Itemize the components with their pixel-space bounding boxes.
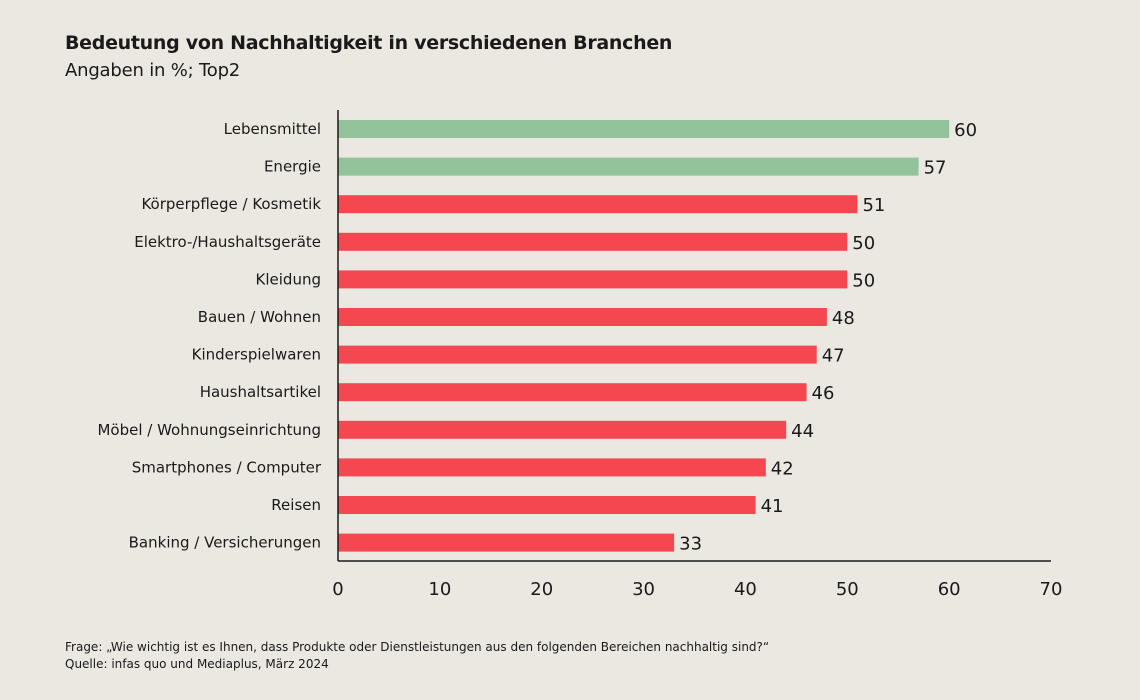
category-label: Bauen / Wohnen — [198, 308, 321, 326]
bar — [338, 383, 807, 402]
data-label: 47 — [822, 346, 845, 367]
data-label: 50 — [852, 270, 875, 291]
data-label: 51 — [862, 195, 885, 216]
x-tick-label: 20 — [530, 579, 553, 600]
bar — [338, 458, 766, 477]
x-tick-label: 0 — [332, 579, 343, 600]
category-label: Haushaltsartikel — [200, 383, 321, 401]
bar — [338, 270, 848, 289]
x-tick-label: 50 — [836, 579, 859, 600]
data-label: 44 — [791, 421, 814, 442]
bar — [338, 420, 787, 439]
bar — [338, 533, 675, 552]
category-label: Banking / Versicherungen — [129, 534, 321, 552]
bar-chart: Lebensmittel 60 Energie 57 Körperpflege / Ko… — [97, 110, 1063, 600]
data-label: 60 — [954, 120, 977, 141]
bar — [338, 195, 858, 214]
x-tick-label: 70 — [1040, 579, 1063, 600]
category-label: Möbel / Wohnungseinrichtung — [97, 421, 321, 439]
bar — [338, 120, 950, 138]
bar — [338, 232, 848, 251]
x-tick-label: 10 — [428, 579, 451, 600]
data-label: 57 — [924, 158, 947, 179]
data-label: 48 — [832, 308, 855, 329]
data-label: 42 — [771, 458, 794, 479]
data-label: 33 — [679, 534, 702, 555]
x-tick-label: 60 — [938, 579, 961, 600]
chart-subtitle: Angaben in %; Top2 — [65, 60, 241, 81]
data-label: 46 — [812, 383, 835, 404]
category-label: Körperpflege / Kosmetik — [141, 195, 321, 213]
data-label: 50 — [852, 233, 875, 254]
chart-title: Bedeutung von Nachhaltigkeit in verschie… — [65, 32, 673, 54]
category-label: Smartphones / Computer — [132, 458, 322, 476]
category-label: Reisen — [271, 496, 321, 514]
data-label: 41 — [761, 496, 784, 517]
category-label: Energie — [264, 158, 321, 176]
footnote-question: Frage: „Wie wichtig ist es Ihnen, dass P… — [65, 640, 770, 654]
x-tick-label: 30 — [632, 579, 655, 600]
bar — [338, 308, 827, 326]
category-label: Elektro-/Haushaltsgeräte — [134, 233, 321, 251]
category-label: Kleidung — [256, 270, 321, 288]
category-label: Lebensmittel — [224, 120, 321, 138]
footnote-source: Quelle: infas quo und Mediaplus, März 20… — [65, 657, 329, 671]
bar — [338, 157, 919, 176]
category-label: Kinderspielwaren — [192, 346, 321, 364]
bar — [338, 496, 756, 514]
x-tick-label: 40 — [734, 579, 757, 600]
bar — [338, 345, 817, 364]
